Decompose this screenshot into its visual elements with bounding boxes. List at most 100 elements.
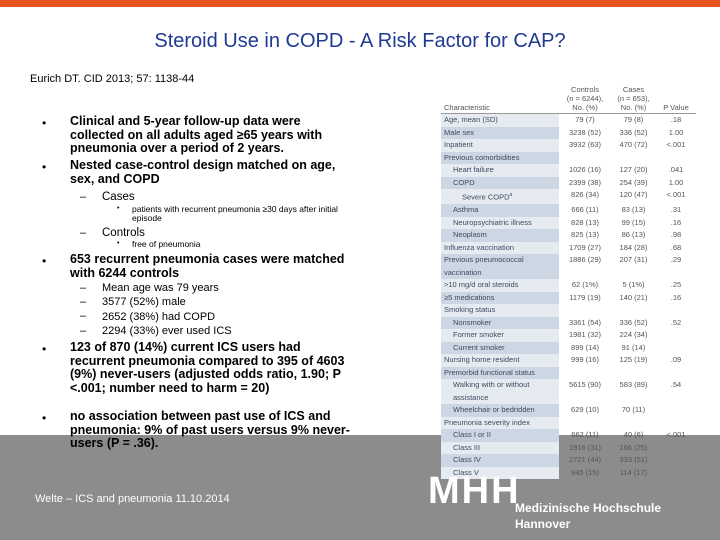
cell-text: .16 — [670, 217, 682, 227]
cell-text: 120 (47) — [619, 190, 648, 199]
cell: 70 (11) — [611, 404, 656, 417]
cell-text: 2399 (38) — [568, 177, 602, 187]
cell — [611, 152, 656, 165]
table-row: Male sex 3238 (52) 336 (52) 1.00 — [441, 126, 696, 139]
table-row: Walking with or without assistance 5615 (… — [441, 379, 696, 404]
table-row: Age, mean (SD) 79 (7) 79 (8) .18 — [441, 114, 696, 127]
cell-text: 899 (14) — [571, 342, 599, 352]
cell — [559, 304, 611, 317]
cell: .16 — [656, 217, 696, 230]
cell: 629 (10) — [559, 404, 611, 417]
table-row: >10 mg/d oral steroids 62 (1%) 5 (1%) .25 — [441, 279, 696, 292]
cell-text: 40 (6) — [623, 430, 644, 439]
row-label: Pneumonia severity index — [441, 416, 559, 429]
cell-text: 254 (39) — [619, 177, 648, 187]
cell-text: 3361 (54) — [568, 317, 602, 327]
cell: 826 (34) — [559, 189, 611, 204]
header-line: (n = 6244), — [566, 94, 604, 103]
row-label: Male sex — [441, 126, 559, 139]
cell-text: 70 (11) — [621, 405, 646, 414]
bullet-dot: • — [42, 160, 47, 174]
cell-text: 127 (20) — [619, 165, 648, 174]
cell: 1.00 — [656, 177, 696, 190]
citation: Eurich DT. CID 2013; 57: 1138-44 — [30, 73, 195, 85]
header-line: Controls — [571, 85, 599, 94]
cell: .68 — [656, 242, 696, 255]
cell — [656, 442, 696, 455]
cell-text: 1179 (19) — [569, 292, 601, 302]
dash: – — [80, 310, 87, 322]
cell — [611, 417, 656, 430]
row-label: Walking with or without assistance — [441, 379, 559, 404]
cell: .16 — [656, 292, 696, 305]
bullet-dot: • — [42, 116, 47, 130]
cell: 2399 (38) — [559, 177, 611, 190]
row-label: Neoplasm — [441, 229, 559, 242]
slide-title: Steroid Use in COPD - A Risk Factor for … — [154, 30, 566, 52]
cell-text: 79 (8) — [623, 115, 644, 124]
cell-text: 662 (11) — [571, 430, 599, 439]
label-text: Neuropsychiatric illness — [453, 217, 532, 227]
sub-bullet: Mean age was 79 years — [102, 282, 219, 294]
cell-text: 3932 (63) — [568, 140, 602, 149]
logo-line: Medizinische Hochschule — [515, 501, 662, 515]
cell-text: 826 (34) — [571, 190, 599, 199]
table-row: Class IV 2721 (44) 333 (51) — [441, 454, 696, 467]
label-text: Heart failure — [453, 165, 494, 174]
cell: 1709 (27) — [559, 242, 611, 255]
label-text: Premorbid functional status — [444, 367, 535, 377]
label-text: Nursing home resident — [444, 355, 520, 364]
cell-text: 336 (52) — [619, 127, 648, 137]
cell-text: 86 (13) — [621, 230, 646, 239]
row-label: Smoking status — [441, 304, 559, 317]
cell: 86 (13) — [611, 229, 656, 242]
table-row: Nonsmoker 3361 (54) 336 (52) .52 — [441, 316, 696, 330]
footnote-mark: a — [509, 192, 513, 198]
cell-text: .68 — [670, 242, 682, 252]
sub-bullet: Controls — [102, 227, 145, 239]
table-row: Former smoker 1981 (32) 224 (34) — [441, 329, 696, 342]
cell: 224 (34) — [611, 329, 656, 342]
cell: 899 (14) — [559, 342, 611, 355]
cell-text: .98 — [670, 230, 682, 239]
table-row: Influenza vaccination 1709 (27) 184 (28) .6… — [441, 241, 696, 255]
table-row: Current smoker 899 (14) 91 (14) — [441, 341, 696, 355]
cell — [656, 342, 696, 355]
label-text: Pneumonia severity index — [444, 417, 530, 427]
table-row: Severe COPDa 826 (34) 120 (47) <.001 — [441, 189, 696, 204]
row-label: Wheelchair or bedridden — [441, 404, 559, 417]
table-row: Neoplasm 825 (13) 86 (13) .98 — [441, 229, 696, 242]
cell — [559, 152, 611, 165]
cell-text: 666 (11) — [571, 205, 599, 214]
bullet-dot: • — [42, 254, 47, 268]
cell — [656, 329, 696, 342]
bullet: Clinical and 5-year follow-up data were … — [70, 114, 323, 155]
cell: 3932 (63) — [559, 139, 611, 152]
footer-band — [0, 435, 720, 540]
table-row: COPD 2399 (38) 254 (39) 1.00 — [441, 176, 696, 190]
row-label: Age, mean (SD) — [441, 114, 559, 127]
row-label: Influenza vaccination — [441, 241, 559, 254]
label-text: Inpatient — [444, 140, 473, 149]
cell-text: .31 — [670, 205, 682, 214]
cell-text: 828 (13) — [571, 217, 599, 227]
label-text: Severe COPD — [462, 192, 510, 202]
cell: <.001 — [656, 139, 696, 152]
logo-mark: MHH — [428, 470, 521, 512]
dash: – — [80, 325, 87, 337]
header-cell: Controls (n = 6244), No. (%) — [559, 85, 611, 112]
cell: 945 (15) — [559, 467, 611, 480]
dot: • — [117, 240, 120, 247]
cell: 336 (52) — [611, 317, 656, 330]
bullet: Nested case-control design matched on ag… — [70, 158, 336, 186]
cell: 166 (25) — [611, 442, 656, 455]
dash: – — [80, 296, 87, 308]
cell-text: 125 (19) — [619, 355, 648, 364]
header-line: Characteristic — [444, 103, 490, 112]
label-text: Wheelchair or bedridden — [453, 405, 535, 414]
dash: – — [80, 227, 87, 239]
cell: 5615 (90) — [559, 379, 611, 404]
table-row: Class V 945 (15) 114 (17) — [441, 466, 696, 480]
cell: .041 — [656, 164, 696, 177]
